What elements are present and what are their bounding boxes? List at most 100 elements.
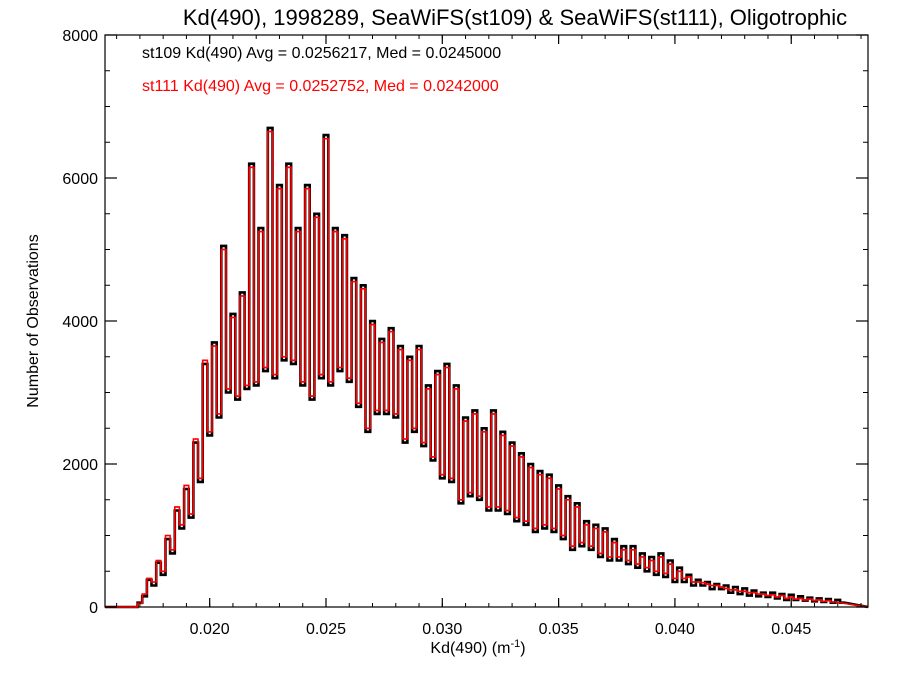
data-point-st109: [808, 596, 811, 599]
data-point-st111: [390, 330, 392, 333]
data-point-st111: [301, 380, 304, 383]
data-point-st111: [492, 413, 495, 415]
data-point-st109: [678, 566, 681, 569]
y-tick-label: 0: [89, 600, 98, 617]
data-point-st109: [399, 345, 402, 347]
data-point-st111: [618, 556, 620, 558]
data-point-st111: [399, 348, 402, 351]
data-point-st109: [343, 234, 346, 237]
x-tick-label: 0.025: [306, 621, 346, 638]
data-point-st111: [608, 556, 611, 558]
data-point-st111: [315, 216, 318, 219]
data-point-st111: [273, 373, 276, 376]
data-point-st109: [408, 355, 411, 358]
data-point-st109: [422, 445, 425, 447]
data-point-st109: [185, 488, 188, 490]
data-point-st111: [343, 237, 346, 240]
data-point-st111: [450, 477, 453, 480]
data-point-st109: [153, 584, 155, 587]
data-point-st109: [297, 227, 299, 230]
data-point-st111: [715, 584, 718, 587]
data-point-st109: [543, 527, 546, 530]
data-point-st111: [418, 348, 420, 351]
chart-title: Kd(490), 1998289, SeaWiFS(st109) & SeaWi…: [183, 5, 847, 30]
data-point-st111: [757, 593, 760, 595]
data-point-st109: [836, 599, 839, 601]
data-point-st111: [557, 488, 560, 490]
data-point-st111: [692, 581, 695, 583]
data-point-st109: [232, 313, 234, 315]
data-point-st111: [711, 584, 713, 587]
data-point-st111: [548, 477, 551, 480]
data-point-st109: [608, 559, 611, 562]
x-axis-title-close: ): [520, 640, 525, 657]
data-point-st111: [664, 572, 667, 575]
series-line-st109: [105, 126, 869, 609]
data-point-st109: [269, 127, 272, 129]
data-point-st111: [218, 413, 220, 415]
data-point-st111: [581, 541, 583, 544]
data-point-st109: [701, 584, 704, 587]
data-point-st111: [148, 577, 151, 580]
data-point-st109: [729, 591, 732, 594]
data-point-st109: [166, 538, 169, 540]
data-point-st111: [436, 373, 439, 376]
data-point-st109: [715, 583, 718, 585]
data-point-st111: [236, 395, 239, 397]
data-point-st109: [287, 162, 290, 165]
data-point-st111: [446, 366, 448, 369]
data-point-st109: [199, 481, 202, 483]
data-point-st109: [646, 570, 648, 573]
data-point-st109: [329, 384, 332, 387]
y-tick-label: 4000: [62, 314, 98, 331]
data-point-st109: [627, 563, 630, 565]
data-point-st109: [660, 552, 662, 555]
data-point-st111: [394, 413, 397, 415]
data-point-st109: [581, 545, 583, 548]
data-point-st111: [222, 248, 225, 251]
data-point-st109: [311, 398, 313, 401]
data-point-st109: [241, 291, 244, 294]
data-point-st111: [632, 548, 634, 551]
data-point-st111: [553, 527, 555, 530]
data-point-st111: [464, 420, 467, 422]
data-point-st109: [180, 527, 183, 530]
data-point-st111: [799, 597, 802, 600]
data-point-st109: [692, 584, 695, 587]
data-point-st111: [529, 466, 532, 469]
data-point-st109: [706, 581, 709, 583]
data-point-st109: [157, 561, 160, 564]
data-point-st111: [287, 166, 290, 169]
data-point-st109: [278, 184, 281, 187]
data-point-st111: [729, 588, 732, 591]
data-point-st111: [180, 523, 183, 526]
data-point-st111: [357, 402, 360, 405]
data-point-st109: [622, 545, 625, 548]
x-axis: 0.020 0.025 0.030 0.035 0.040 0.045: [116, 35, 862, 638]
data-point-st111: [250, 166, 253, 169]
data-point-st109: [781, 593, 783, 595]
data-point-st109: [148, 578, 151, 581]
data-point-st111: [804, 599, 807, 601]
data-point-st109: [469, 495, 472, 498]
data-point-st109: [520, 452, 523, 455]
data-point-st111: [483, 430, 486, 433]
data-point-st111: [297, 230, 299, 233]
data-point-st109: [674, 581, 676, 583]
data-point-st111: [655, 570, 658, 573]
data-point-st111: [674, 577, 676, 580]
data-point-st111: [562, 534, 565, 537]
data-point-st111: [129, 606, 132, 608]
data-point-st109: [441, 477, 444, 480]
data-point-st111: [827, 599, 830, 602]
data-point-st109: [315, 212, 318, 215]
legend-st111: st111 Kd(490) Avg = 0.0252752, Med = 0.0…: [142, 78, 499, 95]
data-point-st111: [743, 590, 746, 593]
data-point-st109: [557, 484, 560, 487]
data-point-st111: [208, 430, 211, 433]
data-point-st109: [669, 559, 672, 562]
data-point-st111: [539, 473, 541, 476]
data-point-st109: [664, 576, 667, 578]
data-point-st109: [478, 498, 481, 501]
